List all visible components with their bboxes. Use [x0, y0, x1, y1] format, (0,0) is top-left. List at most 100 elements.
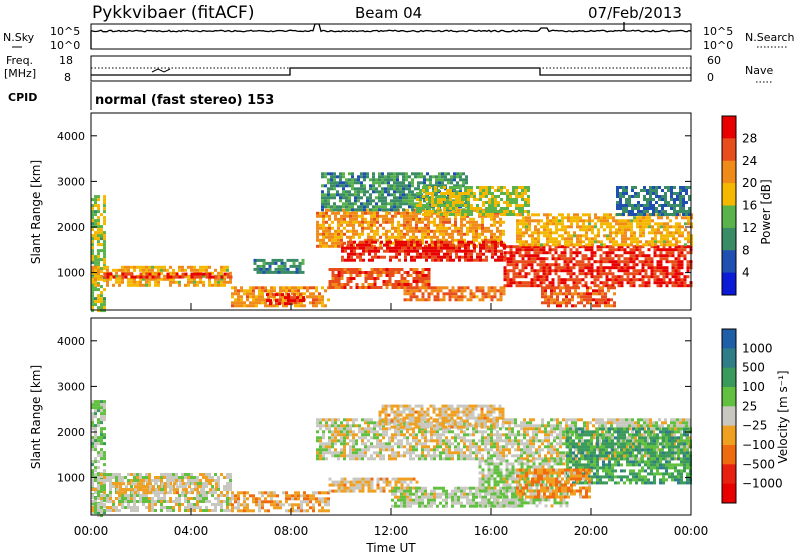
heatmap-cell	[340, 424, 343, 427]
heatmap-cell	[142, 284, 145, 287]
heatmap-cell	[115, 269, 118, 272]
heatmap-cell	[577, 286, 580, 289]
heatmap-cell	[448, 221, 451, 224]
heatmap-cell	[339, 172, 342, 175]
heatmap-cell	[398, 250, 401, 253]
heatmap-cell	[345, 178, 348, 181]
heatmap-cell	[140, 485, 143, 488]
heatmap-cell	[687, 219, 690, 222]
heatmap-cell	[373, 224, 376, 227]
heatmap-cell	[642, 251, 645, 254]
heatmap-cell	[661, 195, 664, 198]
heatmap-cell	[610, 298, 613, 301]
heatmap-cell	[100, 503, 103, 506]
heatmap-cell	[94, 266, 97, 269]
heatmap-cell	[579, 281, 582, 284]
heatmap-cell	[576, 254, 579, 257]
heatmap-cell	[634, 213, 637, 216]
heatmap-cell	[522, 231, 525, 234]
heatmap-cell	[429, 178, 432, 181]
heatmap-cell	[359, 253, 362, 256]
heatmap-cell	[411, 205, 414, 208]
heatmap-cell	[555, 266, 558, 269]
heatmap-cell	[303, 497, 306, 500]
heatmap-cell	[178, 476, 181, 479]
heatmap-cell	[475, 230, 478, 233]
heatmap-cell	[231, 503, 234, 506]
heatmap-cell	[513, 245, 516, 248]
heatmap-cell	[567, 260, 570, 263]
heatmap-cell	[506, 204, 509, 207]
heatmap-cell	[407, 241, 410, 244]
heatmap-cell	[481, 233, 484, 236]
heatmap-cell	[106, 506, 109, 509]
heatmap-cell	[112, 506, 115, 509]
heatmap-cell	[672, 231, 675, 234]
heatmap-cell	[546, 266, 549, 269]
heatmap-cell	[349, 457, 352, 460]
heatmap-cell	[567, 278, 570, 281]
heatmap-cell	[211, 494, 214, 497]
heatmap-cell	[682, 210, 685, 213]
heatmap-cell	[381, 172, 384, 175]
heatmap-cell	[362, 259, 365, 262]
heatmap-cell	[121, 266, 124, 269]
heatmap-cell	[372, 205, 375, 208]
heatmap-cell	[585, 243, 588, 246]
heatmap-cell	[500, 259, 503, 262]
heatmap-cell	[615, 231, 618, 234]
heatmap-cell	[384, 202, 387, 205]
heatmap-cell	[455, 198, 458, 201]
heatmap-cell	[678, 231, 681, 234]
heatmap-cell	[398, 280, 401, 283]
heatmap-cell	[425, 189, 428, 192]
heatmap-cell	[585, 266, 588, 269]
heatmap-cell	[573, 231, 576, 234]
heatmap-cell	[364, 218, 367, 221]
heatmap-cell	[443, 298, 446, 301]
heatmap-cell	[94, 406, 97, 409]
heatmap-cell	[190, 266, 193, 269]
heatmap-cell	[375, 190, 378, 193]
heatmap-cell	[202, 284, 205, 287]
heatmap-cell	[543, 266, 546, 269]
heatmap-cell	[109, 485, 112, 488]
heatmap-cell	[499, 224, 502, 227]
heatmap-cell	[252, 289, 255, 292]
heatmap-cell	[673, 201, 676, 204]
heatmap-cell	[328, 233, 331, 236]
heatmap-cell	[184, 506, 187, 509]
heatmap-cell	[303, 292, 306, 295]
heatmap-cell	[100, 497, 103, 500]
heatmap-cell	[422, 250, 425, 253]
heatmap-cell	[431, 289, 434, 292]
heatmap-cell	[324, 202, 327, 205]
heatmap-cell	[139, 500, 142, 503]
heatmap-cell	[633, 281, 636, 284]
heatmap-cell	[419, 247, 422, 250]
heatmap-cell	[229, 482, 232, 485]
heatmap-cell	[352, 424, 355, 427]
heatmap-cell	[654, 272, 657, 275]
heatmap-cell	[556, 301, 559, 304]
heatmap-cell	[199, 509, 202, 512]
heatmap-cell	[521, 204, 524, 207]
heatmap-cell	[430, 236, 433, 239]
heatmap-cell	[437, 189, 440, 192]
heatmap-cell	[94, 288, 97, 291]
heatmap-cell	[296, 271, 299, 274]
heatmap-cell	[337, 457, 340, 460]
heatmap-cell	[494, 241, 497, 244]
heatmap-cell	[571, 295, 574, 298]
heatmap-cell	[473, 192, 476, 195]
heatmap-cell	[187, 281, 190, 284]
heatmap-cell	[649, 204, 652, 207]
heatmap-cell	[339, 205, 342, 208]
heatmap-cell	[352, 454, 355, 457]
heatmap-cell	[518, 195, 521, 198]
heatmap-cell	[456, 172, 459, 175]
heatmap-cell	[541, 301, 544, 304]
heatmap-cell	[510, 278, 513, 281]
heatmap-cell	[143, 491, 146, 494]
